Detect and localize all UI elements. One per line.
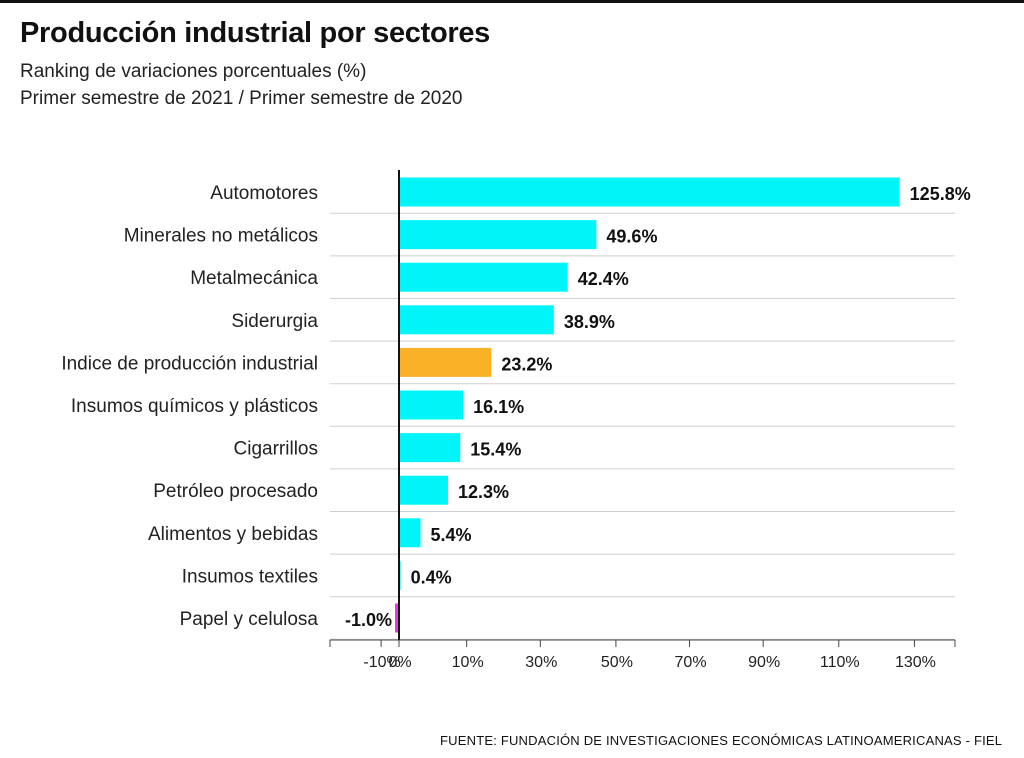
x-tick-label: -10% — [363, 654, 400, 671]
bar — [399, 262, 568, 292]
bar — [399, 305, 554, 335]
bar-chart: -10%0% 10% 30% 50% 70% 90% 110% 130% Automotores… — [61, 170, 971, 671]
category-label: Insumos textiles — [182, 566, 318, 587]
value-label: 0.4% — [411, 567, 452, 587]
x-tick-label: 30% — [525, 654, 557, 671]
category-label: Alimentos y bebidas — [148, 524, 318, 545]
value-label: 49.6% — [606, 227, 657, 247]
category-label: Insumos químicos y plásticos — [71, 396, 318, 417]
bar — [399, 347, 492, 377]
category-label: Cigarrillos — [234, 439, 318, 460]
value-label: 15.4% — [470, 440, 521, 460]
category-label: Petróleo procesado — [153, 481, 318, 502]
x-tick-label: 10% — [452, 654, 484, 671]
value-label: -1.0% — [345, 610, 392, 630]
value-label: 12.3% — [458, 482, 509, 502]
bar — [399, 177, 900, 207]
chart-title: Producción industrial por sectores — [20, 17, 491, 49]
value-label: 125.8% — [910, 184, 971, 204]
value-label: 23.2% — [501, 354, 552, 374]
source-note: FUENTE: FUNDACIÓN DE INVESTIGACIONES ECO… — [440, 733, 1003, 748]
bar — [395, 603, 399, 633]
bar — [399, 433, 461, 463]
x-tick-label: 90% — [748, 654, 780, 671]
chart-subtitle: Ranking de variaciones porcentuales (%) — [20, 61, 367, 82]
x-tick-label: 50% — [601, 654, 633, 671]
category-label: Siderurgia — [231, 311, 318, 332]
chart-period: Primer semestre de 2021 / Primer semestr… — [20, 88, 463, 109]
category-label: Automotores — [210, 183, 318, 204]
value-label: 5.4% — [430, 525, 471, 545]
category-label: Indice de producción industrial — [61, 353, 318, 374]
x-tick-label: 70% — [675, 654, 707, 671]
value-label: 16.1% — [473, 397, 524, 417]
category-label: Minerales no metálicos — [124, 226, 318, 247]
value-label: 42.4% — [578, 269, 629, 289]
bar — [399, 518, 421, 548]
x-tick-label: 130% — [895, 654, 936, 671]
bar — [399, 390, 464, 420]
x-tick-label: 0% — [388, 654, 411, 671]
x-tick-label: 110% — [820, 654, 860, 671]
value-label: 38.9% — [564, 312, 615, 332]
bar — [399, 475, 448, 505]
category-label: Papel y celulosa — [180, 609, 319, 630]
category-label: Metalmecánica — [190, 268, 318, 289]
bar — [399, 220, 597, 250]
